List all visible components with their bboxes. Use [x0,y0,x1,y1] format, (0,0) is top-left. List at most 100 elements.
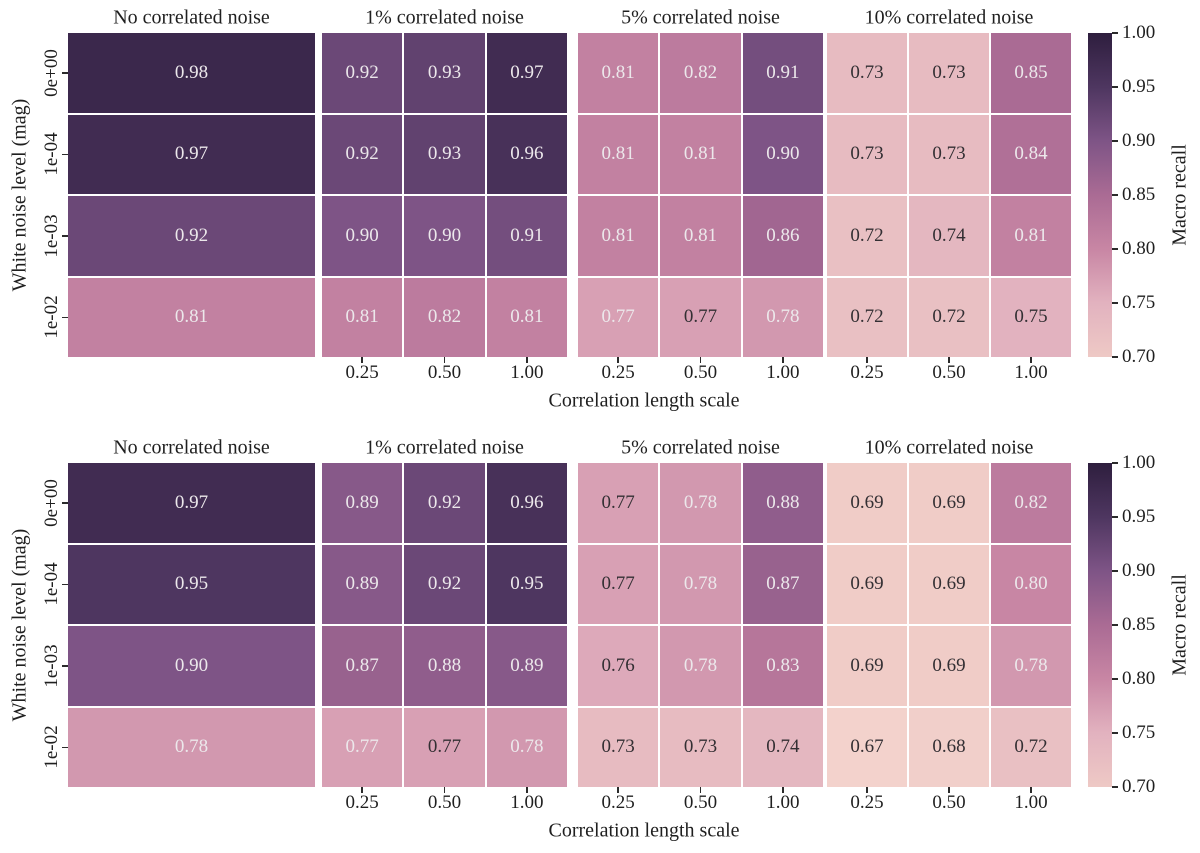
heatmap-cell: 0.97 [68,114,315,194]
cell-value: 0.73 [932,143,966,165]
x-tick-mark [443,787,446,793]
colorbar-tick-mark [1112,140,1118,142]
colorbar-tick-mark [1112,302,1118,304]
cell-value: 0.81 [345,306,379,328]
cell-value: 0.84 [1014,143,1048,165]
cell-value: 0.68 [932,736,966,758]
cell-value: 0.67 [850,736,884,758]
x-tick-mark [866,787,868,793]
heatmap-cell: 0.77 [322,707,403,787]
cell-value: 0.87 [766,573,800,595]
x-tick-mark [617,787,619,793]
heatmap-cell: 0.78 [68,707,315,787]
heatmap-cell: 0.72 [827,277,907,357]
cell-value: 0.78 [510,736,544,758]
colorbar-tick-label: 0.85 [1122,614,1156,635]
x-tick-label: 0.50 [932,362,966,383]
y-tick-mark [62,746,68,748]
x-tick-label: 0.25 [601,792,635,813]
cell-value: 0.78 [174,736,209,758]
heatmap-cell: 0.78 [742,277,823,357]
cell-value: 0.78 [766,306,800,328]
heatmap-cell: 0.78 [660,463,741,543]
x-tick-label: 1.00 [510,362,544,383]
heatmap-cell: 0.69 [909,626,989,706]
cell-value: 0.72 [932,306,966,328]
heatmap-cell: 0.84 [991,114,1071,194]
panel-title: No correlated noise [113,436,270,459]
y-tick-label: 1e-04 [41,132,62,176]
heatmap-cell: 0.92 [68,196,315,276]
cell-value: 0.92 [174,224,209,246]
heatmap-cell: 0.95 [68,544,315,624]
heatmap-cell: 0.92 [404,463,485,543]
cell-value: 0.69 [932,654,966,676]
colorbar-tick-mark [1112,194,1118,196]
heatmap-cell: 0.89 [486,626,567,706]
x-tick-mark [948,357,950,363]
heatmap-cell: 0.90 [404,196,485,276]
heatmap-cell: 0.90 [742,114,823,194]
cell-value: 0.92 [427,573,462,595]
cell-value: 0.77 [427,736,462,758]
cell-value: 0.92 [345,61,379,83]
heatmap-cell: 0.77 [578,463,659,543]
x-tick-mark [617,357,619,363]
y-tick-label: 0e+00 [41,48,62,97]
cell-value: 0.78 [683,573,718,595]
cell-value: 0.72 [1014,736,1048,758]
y-tick-label: 1e-02 [41,295,62,339]
heatmap-cell: 0.77 [578,277,659,357]
heatmap-cell: 0.77 [660,277,741,357]
cell-value: 0.82 [683,61,718,83]
panel-title: 10% correlated noise [864,6,1034,29]
heatmap-cell: 0.97 [486,33,567,113]
cell-value: 0.85 [1014,61,1048,83]
heatmap-cell: 0.88 [742,463,823,543]
colorbar-tick-label: 0.90 [1122,560,1156,581]
cell-value: 0.73 [683,736,718,758]
x-tick-label: 1.00 [1014,792,1048,813]
colorbar-tick-label: 0.75 [1122,722,1156,743]
heatmap-cell: 0.77 [404,707,485,787]
cell-value: 0.75 [1014,306,1048,328]
cell-value: 0.91 [510,224,544,246]
cell-value: 0.88 [427,654,462,676]
x-tick-mark [782,357,784,363]
colorbar-tick-mark [1112,462,1118,464]
y-tick-mark [62,665,68,667]
colorbar-tick-label: 0.80 [1122,238,1156,259]
heatmap-cell: 0.86 [742,196,823,276]
x-tick-label: 0.50 [932,792,966,813]
colorbar-tick-mark [1112,248,1118,250]
cell-value: 0.72 [850,306,884,328]
y-tick-mark [62,316,68,318]
heatmap-cell: 0.81 [660,114,741,194]
cell-value: 0.92 [345,143,379,165]
cell-value: 0.78 [683,654,718,676]
cell-value: 0.72 [850,224,884,246]
heatmap-cell: 0.73 [827,114,907,194]
heatmap-cell: 0.81 [68,277,315,357]
heatmap-cell: 0.82 [404,277,485,357]
panel-title: 5% correlated noise [621,436,780,459]
x-tick-mark [526,787,528,793]
x-tick-mark [1030,357,1032,363]
colorbar-tick-mark [1112,32,1118,34]
heatmap-cell: 0.73 [578,707,659,787]
colorbar-label: Macro recall [1168,144,1191,246]
panel-title: 1% correlated noise [365,6,524,29]
y-tick-mark [62,153,68,155]
cell-value: 0.98 [174,61,209,83]
colorbar [1088,463,1112,787]
x-tick-label: 0.25 [345,362,379,383]
colorbar-tick-label: 0.95 [1122,506,1156,527]
x-tick-label: 0.25 [345,792,379,813]
cell-value: 0.81 [1014,224,1048,246]
heatmap-cell: 0.69 [827,626,907,706]
x-tick-mark [526,357,528,363]
y-tick-label: 0e+00 [41,478,62,527]
x-tick-label: 0.25 [850,792,884,813]
cell-value: 0.97 [174,143,209,165]
